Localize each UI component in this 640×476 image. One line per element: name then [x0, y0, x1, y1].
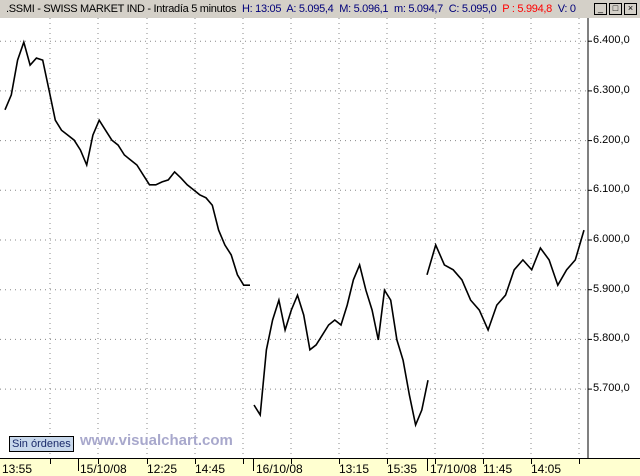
y-tick-label: 5.900,0 [593, 282, 630, 295]
x-tick-label: 13:55 [2, 462, 33, 476]
price-series-segment [426, 229, 585, 333]
x-tick [147, 459, 148, 464]
open-readout: A: 5.095,4 [286, 3, 334, 15]
x-tick-label: 17/10/08 [430, 462, 477, 476]
x-tick [98, 459, 99, 464]
x-tick-label: 14:45 [195, 462, 226, 476]
watermark: www.visualchart.com [80, 432, 233, 449]
x-tick-label: 12:25 [147, 462, 178, 476]
x-tick-label: 13:15 [339, 462, 370, 476]
y-tick-label: 6.000,0 [593, 233, 630, 245]
price-readout: P : 5.994,8 [502, 3, 552, 15]
y-tick-label: 6.300,0 [593, 83, 630, 96]
x-tick [50, 459, 51, 464]
x-tick [78, 459, 79, 471]
x-tick-label: 11:45 [483, 462, 513, 476]
x-tick [339, 459, 340, 464]
title-bar: .SSMI - SWISS MARKET IND - Intradía 5 mi… [0, 0, 640, 18]
x-tick [195, 459, 196, 464]
y-tick-label: 6.400,0 [593, 34, 630, 47]
time-readout: H: 13:05 [241, 3, 282, 15]
y-tick-label: 6.200,0 [593, 133, 630, 146]
x-tick [387, 459, 388, 464]
x-tick [435, 459, 436, 464]
orders-button[interactable]: Sin órdenes [9, 436, 74, 452]
price-series-segment [4, 39, 250, 287]
x-tick [291, 459, 292, 464]
x-tick [531, 459, 532, 464]
x-tick [243, 459, 244, 464]
x-tick-label: 15/10/08 [80, 462, 127, 476]
price-chart [0, 18, 592, 458]
volume-readout: V: 0 [557, 3, 576, 15]
close-readout: C: 5.095,0 [448, 3, 497, 15]
x-axis: 13:55 15/10/08 12:25 14:45 16/10/08 13:15 15:3… [0, 458, 640, 476]
low-readout: m: 5.094,7 [393, 3, 443, 15]
x-tick [483, 459, 484, 464]
symbol-title: .SSMI - SWISS MARKET IND - Intradía 5 mi… [6, 3, 237, 15]
x-tick-label: 16/10/08 [256, 462, 303, 476]
x-tick-label: 14:05 [531, 462, 562, 476]
x-tick [253, 459, 254, 471]
y-tick-label: 5.700,0 [593, 382, 630, 395]
x-tick [579, 459, 580, 464]
maximize-button[interactable]: □ [609, 3, 622, 15]
price-series-segment [253, 262, 429, 428]
x-tick-label: 15:35 [387, 462, 418, 476]
close-button[interactable]: × [624, 3, 637, 15]
high-readout: M: 5.096,1 [339, 3, 389, 15]
y-tick-label: 5.800,0 [593, 332, 630, 345]
title-text: .SSMI - SWISS MARKET IND - Intradía 5 mi… [6, 0, 579, 18]
minimize-button[interactable]: _ [594, 3, 607, 15]
x-tick [427, 459, 428, 471]
y-tick-label: 6.100,0 [593, 183, 630, 196]
